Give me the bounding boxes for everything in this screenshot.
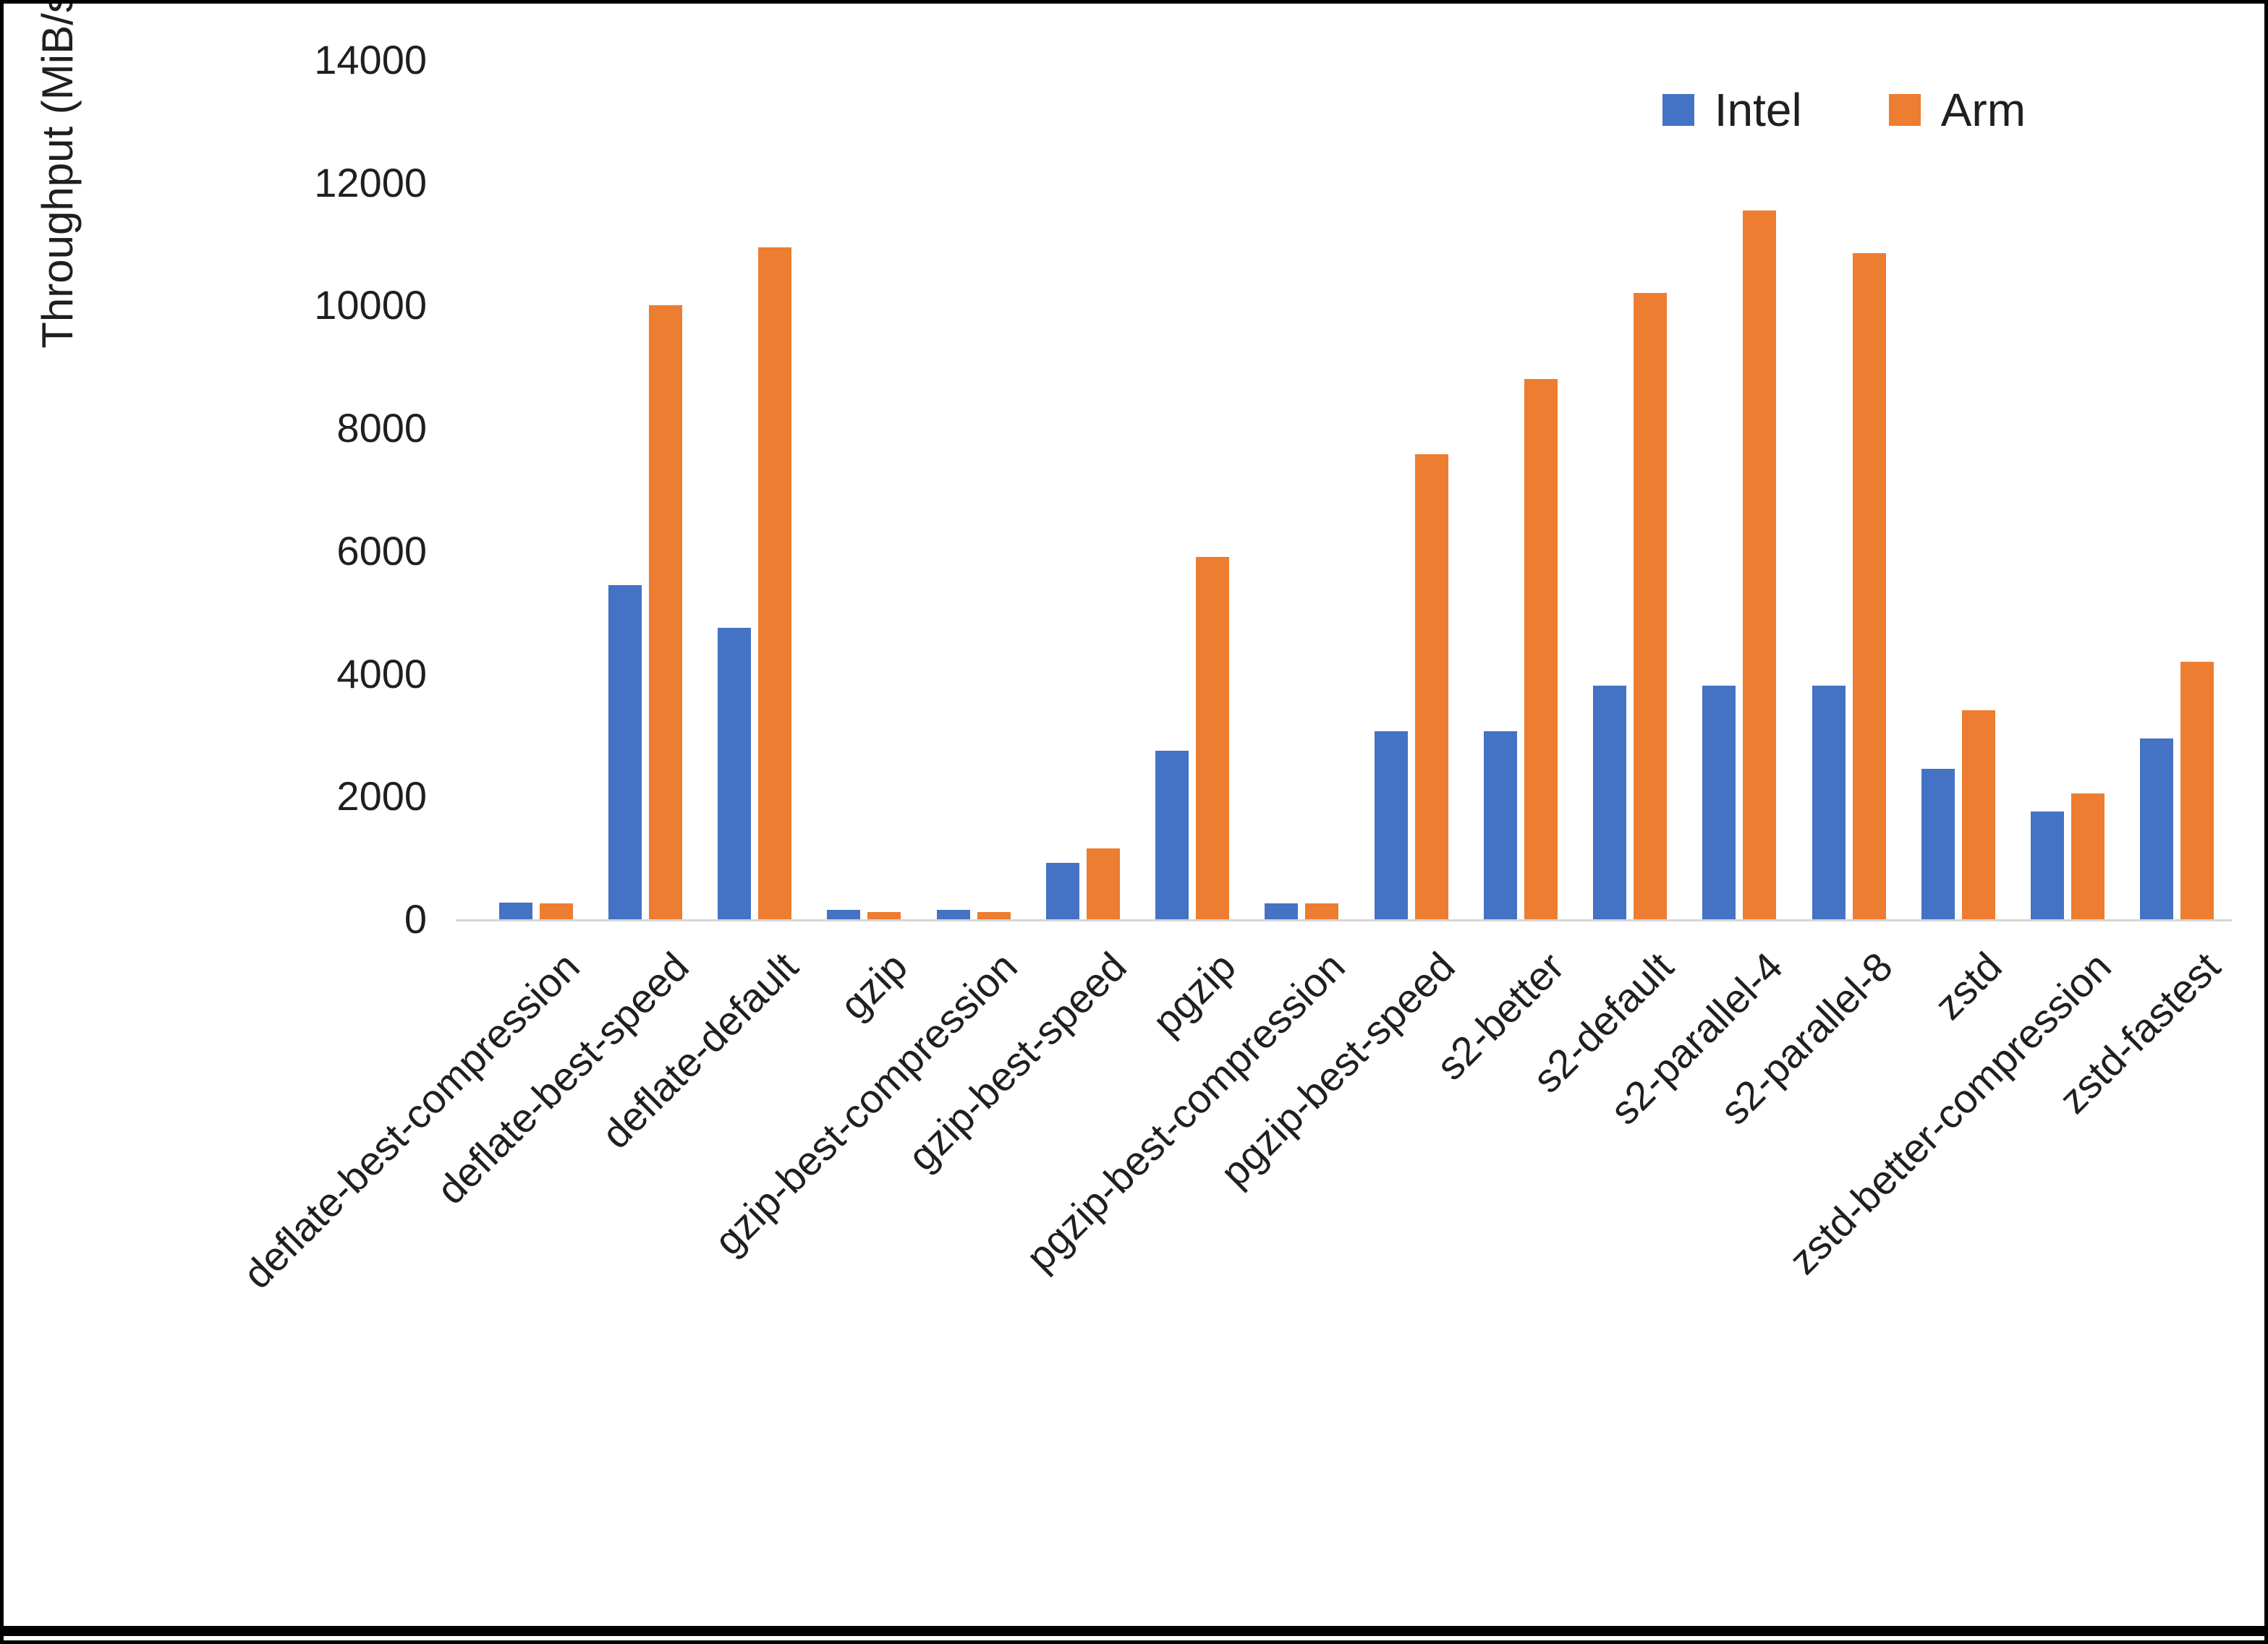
bar-intel-zstd [1921,769,1955,919]
bar-arm-s2-default [1634,293,1668,919]
bar-intel-deflate-default [718,627,752,919]
bar-arm-zstd [1961,710,1995,919]
bar-arm-deflate-default [758,247,792,919]
bar-intel-s2-default [1593,685,1627,919]
bar-arm-s2-parallel-4 [1743,210,1777,919]
bar-intel-deflate-best-speed [608,584,642,919]
legend-label-arm: Arm [1940,84,2026,136]
bar-intel-pgzip-best-compression [1265,903,1299,919]
bar-arm-gzip-best-compression [977,911,1011,919]
y-axis-title: Throughput (MiB/s) [33,0,82,349]
bar-intel-gzip-best-speed [1045,862,1079,919]
bar-intel-gzip [827,910,861,919]
bar-arm-pgzip-best-compression [1305,903,1339,919]
arm-swatch-icon [1888,94,1921,126]
legend: Intel Arm [1662,83,2026,137]
bar-arm-s2-parallel-8 [1852,253,1886,919]
y-tick-label: 6000 [336,527,427,574]
bottom-border-rule [4,1626,2264,1636]
bar-arm-pgzip-best-speed [1414,453,1448,919]
bar-arm-zstd-fastest [2180,661,2214,919]
y-tick-label: 8000 [336,405,427,451]
bar-intel-s2-better [1483,731,1517,919]
legend-label-intel: Intel [1714,84,1802,136]
bar-arm-deflate-best-compression [539,903,573,919]
bar-intel-zstd-fastest [2140,738,2174,919]
y-tick-label: 10000 [314,282,427,328]
bar-intel-s2-parallel-8 [1812,685,1846,919]
legend-item-intel: Intel [1662,83,1802,137]
bar-arm-zstd-better-compression [2071,793,2105,919]
y-tick-label: 14000 [314,37,427,82]
bar-arm-pgzip [1196,557,1230,919]
bar-intel-gzip-best-compression [936,910,970,919]
y-tick-label: 2000 [336,773,427,819]
bar-arm-deflate-best-speed [648,305,682,919]
bar-arm-gzip [867,911,901,919]
intel-swatch-icon [1662,94,1694,126]
bar-intel-pgzip-best-speed [1374,731,1408,919]
y-tick-label: 0 [404,896,427,942]
y-tick-label: 12000 [314,159,427,205]
bar-arm-s2-better [1524,379,1558,919]
bar-intel-zstd-better-compression [2031,811,2065,919]
bar-arm-gzip-best-speed [1086,848,1120,919]
legend-item-arm: Arm [1888,83,2026,137]
bar-intel-pgzip [1155,750,1189,919]
y-tick-label: 4000 [336,650,427,697]
bar-intel-s2-parallel-4 [1702,685,1736,919]
x-axis-line [456,919,2232,921]
bar-intel-deflate-best-compression [498,903,532,919]
